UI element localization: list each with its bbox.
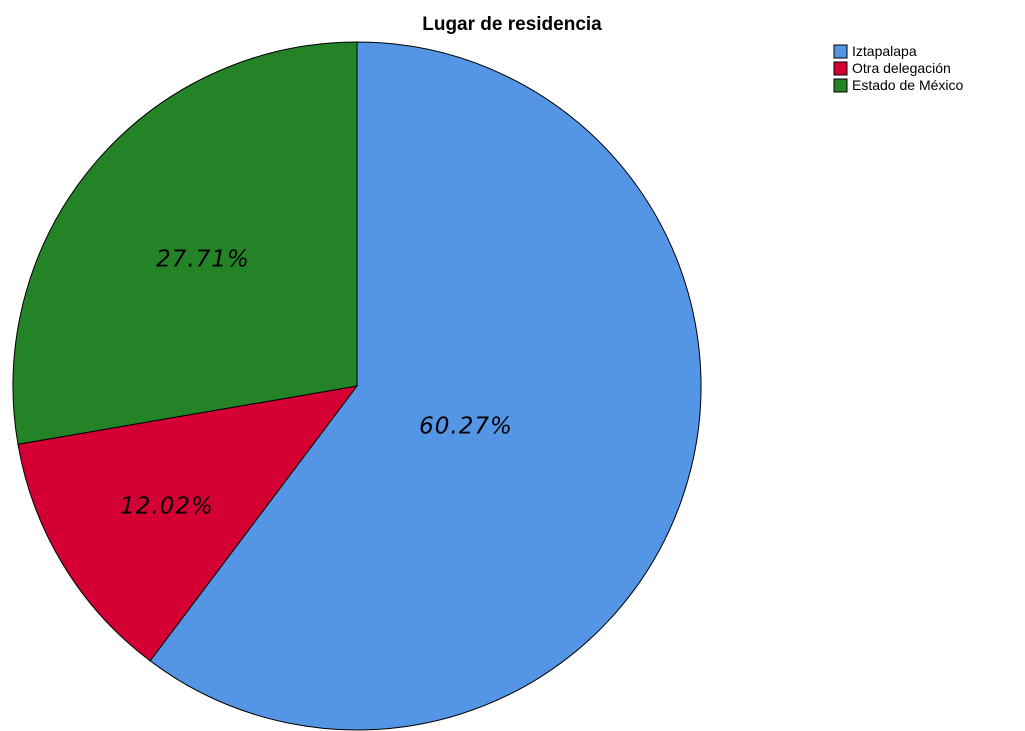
slice-label-otra-delegacion: 12.02% bbox=[120, 494, 214, 520]
legend-label-iztapalapa: Iztapalapa bbox=[852, 43, 917, 59]
slice-label-estado-de-mexico: 27.71% bbox=[156, 247, 250, 273]
pie-slice-iztapalapa bbox=[149, 41, 702, 731]
pie-slice-estado-de-mexico bbox=[12, 41, 358, 445]
pie-slices bbox=[12, 41, 702, 731]
legend-swatch-iztapalapa bbox=[833, 44, 848, 59]
legend-label-estado-de-mexico: Estado de México bbox=[852, 77, 963, 93]
pie-slice-labels: 60.27% 12.02% 27.71% bbox=[120, 247, 513, 520]
legend-swatch-otra-delegacion bbox=[833, 61, 848, 76]
chart-title: Lugar de residencia bbox=[422, 14, 602, 35]
legend-swatch-estado-de-mexico bbox=[833, 78, 848, 93]
pie-slice-otra-delegacion bbox=[17, 385, 359, 662]
legend-label-otra-delegacion: Otra delegación bbox=[852, 60, 951, 76]
slice-label-iztapalapa: 60.27% bbox=[419, 414, 513, 440]
